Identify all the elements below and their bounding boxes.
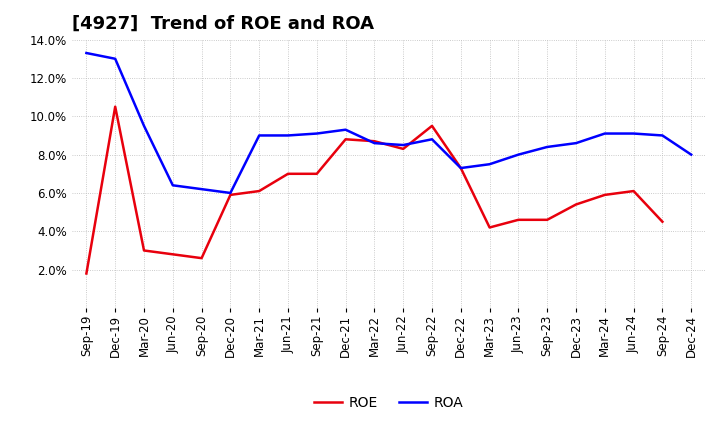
ROA <box>284 133 292 138</box>
ROE <box>370 139 379 144</box>
ROA <box>485 161 494 167</box>
ROE <box>140 248 148 253</box>
ROA <box>140 123 148 128</box>
ROE <box>543 217 552 223</box>
ROE <box>658 219 667 224</box>
ROE <box>629 188 638 194</box>
ROE <box>312 171 321 176</box>
Legend: ROE, ROA: ROE, ROA <box>309 390 469 415</box>
ROA <box>572 140 580 146</box>
ROA <box>370 140 379 146</box>
ROE <box>572 202 580 207</box>
ROA <box>255 133 264 138</box>
ROA <box>341 127 350 132</box>
ROA <box>514 152 523 157</box>
ROA <box>687 152 696 157</box>
ROE <box>111 104 120 109</box>
ROA <box>658 133 667 138</box>
ROA <box>543 144 552 150</box>
Line: ROE: ROE <box>86 106 662 274</box>
Text: [4927]  Trend of ROE and ROA: [4927] Trend of ROE and ROA <box>72 15 374 33</box>
ROE <box>456 165 465 171</box>
ROE <box>485 225 494 230</box>
ROA <box>399 143 408 148</box>
ROE <box>284 171 292 176</box>
ROA <box>312 131 321 136</box>
ROE <box>197 256 206 261</box>
ROE <box>399 146 408 151</box>
ROA <box>600 131 609 136</box>
ROE <box>428 123 436 128</box>
ROE <box>226 192 235 198</box>
ROE <box>600 192 609 198</box>
ROA <box>111 56 120 62</box>
ROE <box>168 252 177 257</box>
ROE <box>341 137 350 142</box>
ROE <box>255 188 264 194</box>
ROA <box>197 187 206 192</box>
ROA <box>82 50 91 55</box>
ROA <box>629 131 638 136</box>
ROE <box>82 271 91 276</box>
ROA <box>226 191 235 196</box>
ROE <box>514 217 523 223</box>
Line: ROA: ROA <box>86 53 691 193</box>
ROA <box>428 137 436 142</box>
ROA <box>456 165 465 171</box>
ROA <box>168 183 177 188</box>
